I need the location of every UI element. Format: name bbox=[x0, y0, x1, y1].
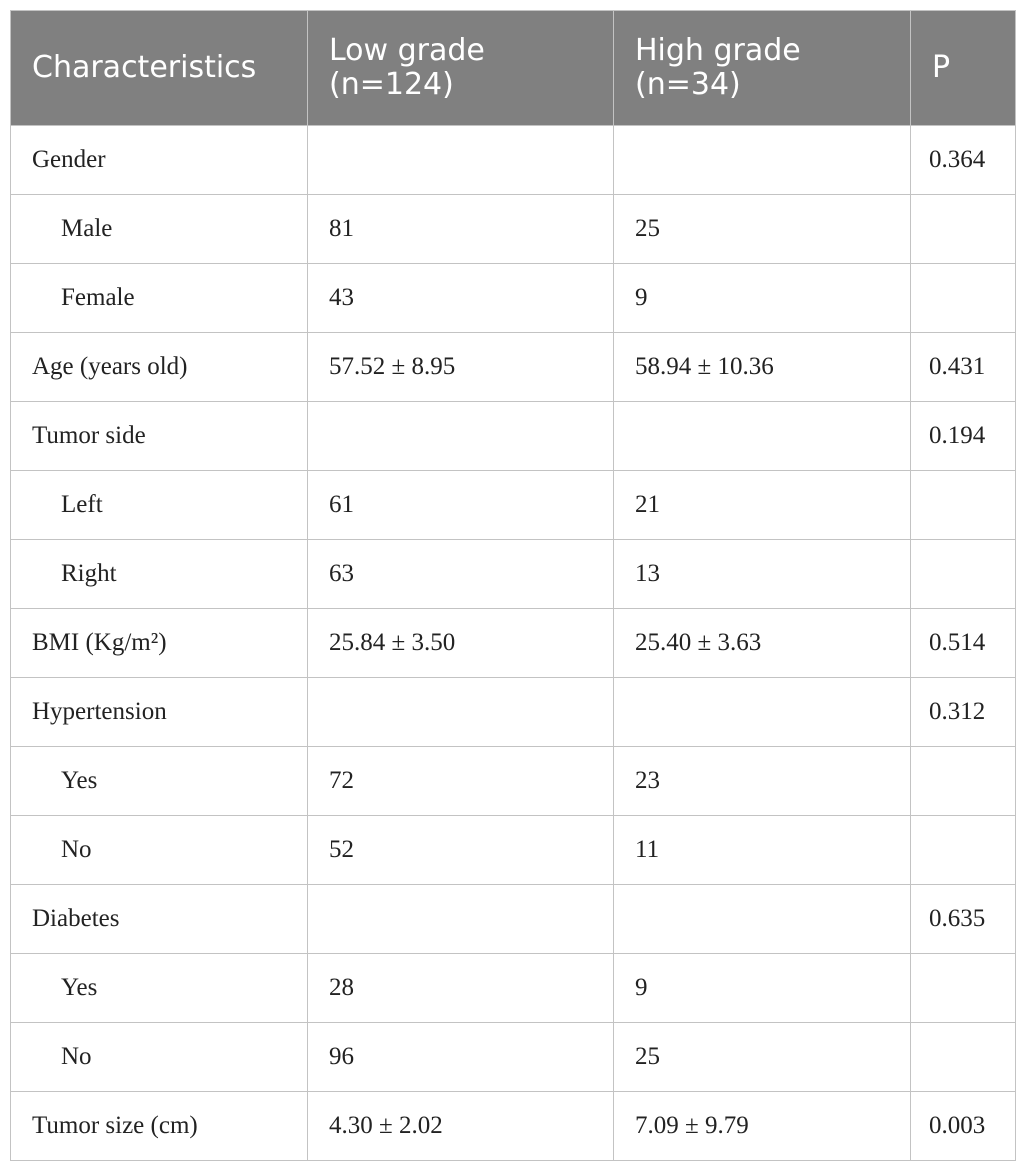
cell: 23 bbox=[613, 746, 911, 816]
cell: 72 bbox=[307, 746, 614, 816]
cell: 25.84 ± 3.50 bbox=[307, 608, 614, 678]
cell: 61 bbox=[307, 470, 614, 540]
row: Hypertension 0.312 bbox=[10, 677, 1016, 747]
header-cell: P bbox=[910, 10, 1016, 126]
cell: 43 bbox=[307, 263, 614, 333]
cell: 21 bbox=[613, 470, 911, 540]
sub-row: Yes 28 9 bbox=[10, 953, 1016, 1023]
cell: Tumor size (cm) bbox=[10, 1091, 308, 1161]
sub-row: Left 61 21 bbox=[10, 470, 1016, 540]
cell: Male bbox=[10, 194, 308, 264]
cell: 58.94 ± 10.36 bbox=[613, 332, 911, 402]
cell: Yes bbox=[10, 953, 308, 1023]
cell bbox=[307, 401, 614, 471]
cell: 13 bbox=[613, 539, 911, 609]
cell: 28 bbox=[307, 953, 614, 1023]
header-text: P bbox=[932, 50, 951, 85]
cell: 11 bbox=[613, 815, 911, 885]
cell bbox=[307, 677, 614, 747]
characteristics-table: Characteristics Low grade (n=124) High gra… bbox=[10, 10, 1016, 1161]
cell bbox=[613, 884, 911, 954]
row: Tumor size (cm) 4.30 ± 2.02 7.09 ± 9.79 0.0… bbox=[10, 1091, 1016, 1161]
cell: 9 bbox=[613, 263, 911, 333]
cell bbox=[910, 539, 1016, 609]
cell: BMI (Kg/m²) bbox=[10, 608, 308, 678]
cell: Left bbox=[10, 470, 308, 540]
row: BMI (Kg/m²) 25.84 ± 3.50 25.40 ± 3.63 0.514 bbox=[10, 608, 1016, 678]
cell: No bbox=[10, 1022, 308, 1092]
cell: Right bbox=[10, 539, 308, 609]
cell: 57.52 ± 8.95 bbox=[307, 332, 614, 402]
cell: Gender bbox=[10, 125, 308, 195]
cell: Female bbox=[10, 263, 308, 333]
sub-row: Female 43 9 bbox=[10, 263, 1016, 333]
cell bbox=[307, 884, 614, 954]
cell: Yes bbox=[10, 746, 308, 816]
sub-row: Right 63 13 bbox=[10, 539, 1016, 609]
sub-row: Yes 72 23 bbox=[10, 746, 1016, 816]
cell: Age (years old) bbox=[10, 332, 308, 402]
header-cell: High grade (n=34) bbox=[613, 10, 911, 126]
cell: 25 bbox=[613, 1022, 911, 1092]
sub-row: Male 81 25 bbox=[10, 194, 1016, 264]
cell: 0.364 bbox=[910, 125, 1016, 195]
table-header: Characteristics Low grade (n=124) High gra… bbox=[10, 10, 1016, 126]
cell: Tumor side bbox=[10, 401, 308, 471]
header-text: High grade (n=34) bbox=[635, 33, 801, 102]
header-cell: Low grade (n=124) bbox=[307, 10, 614, 126]
cell bbox=[613, 401, 911, 471]
cell: 52 bbox=[307, 815, 614, 885]
cell: 0.514 bbox=[910, 608, 1016, 678]
cell: 0.003 bbox=[910, 1091, 1016, 1161]
cell: 0.194 bbox=[910, 401, 1016, 471]
row: Gender 0.364 bbox=[10, 125, 1016, 195]
header-cell: Characteristics bbox=[10, 10, 308, 126]
cell: Diabetes bbox=[10, 884, 308, 954]
cell: 7.09 ± 9.79 bbox=[613, 1091, 911, 1161]
cell bbox=[910, 263, 1016, 333]
sub-row: No 52 11 bbox=[10, 815, 1016, 885]
cell: No bbox=[10, 815, 308, 885]
cell bbox=[910, 1022, 1016, 1092]
cell: 63 bbox=[307, 539, 614, 609]
cell bbox=[910, 470, 1016, 540]
cell bbox=[910, 815, 1016, 885]
cell: 0.312 bbox=[910, 677, 1016, 747]
table-body: Gender 0.364 Male 81 25 Female 43 9 Age (years o… bbox=[10, 125, 1016, 1161]
header-text: Low grade (n=124) bbox=[329, 33, 485, 102]
cell: 9 bbox=[613, 953, 911, 1023]
cell bbox=[910, 953, 1016, 1023]
cell: 25.40 ± 3.63 bbox=[613, 608, 911, 678]
cell bbox=[910, 746, 1016, 816]
cell bbox=[910, 194, 1016, 264]
cell bbox=[613, 677, 911, 747]
cell: 96 bbox=[307, 1022, 614, 1092]
row: Age (years old) 57.52 ± 8.95 58.94 ± 10.36… bbox=[10, 332, 1016, 402]
cell bbox=[613, 125, 911, 195]
cell: 0.635 bbox=[910, 884, 1016, 954]
cell: 25 bbox=[613, 194, 911, 264]
cell: 81 bbox=[307, 194, 614, 264]
row: Diabetes 0.635 bbox=[10, 884, 1016, 954]
cell: 4.30 ± 2.02 bbox=[307, 1091, 614, 1161]
cell: 0.431 bbox=[910, 332, 1016, 402]
cell: Hypertension bbox=[10, 677, 308, 747]
row: Tumor side 0.194 bbox=[10, 401, 1016, 471]
header-row: Characteristics Low grade (n=124) High gra… bbox=[10, 10, 1016, 126]
sub-row: No 96 25 bbox=[10, 1022, 1016, 1092]
cell bbox=[307, 125, 614, 195]
header-text: Characteristics bbox=[32, 50, 257, 85]
